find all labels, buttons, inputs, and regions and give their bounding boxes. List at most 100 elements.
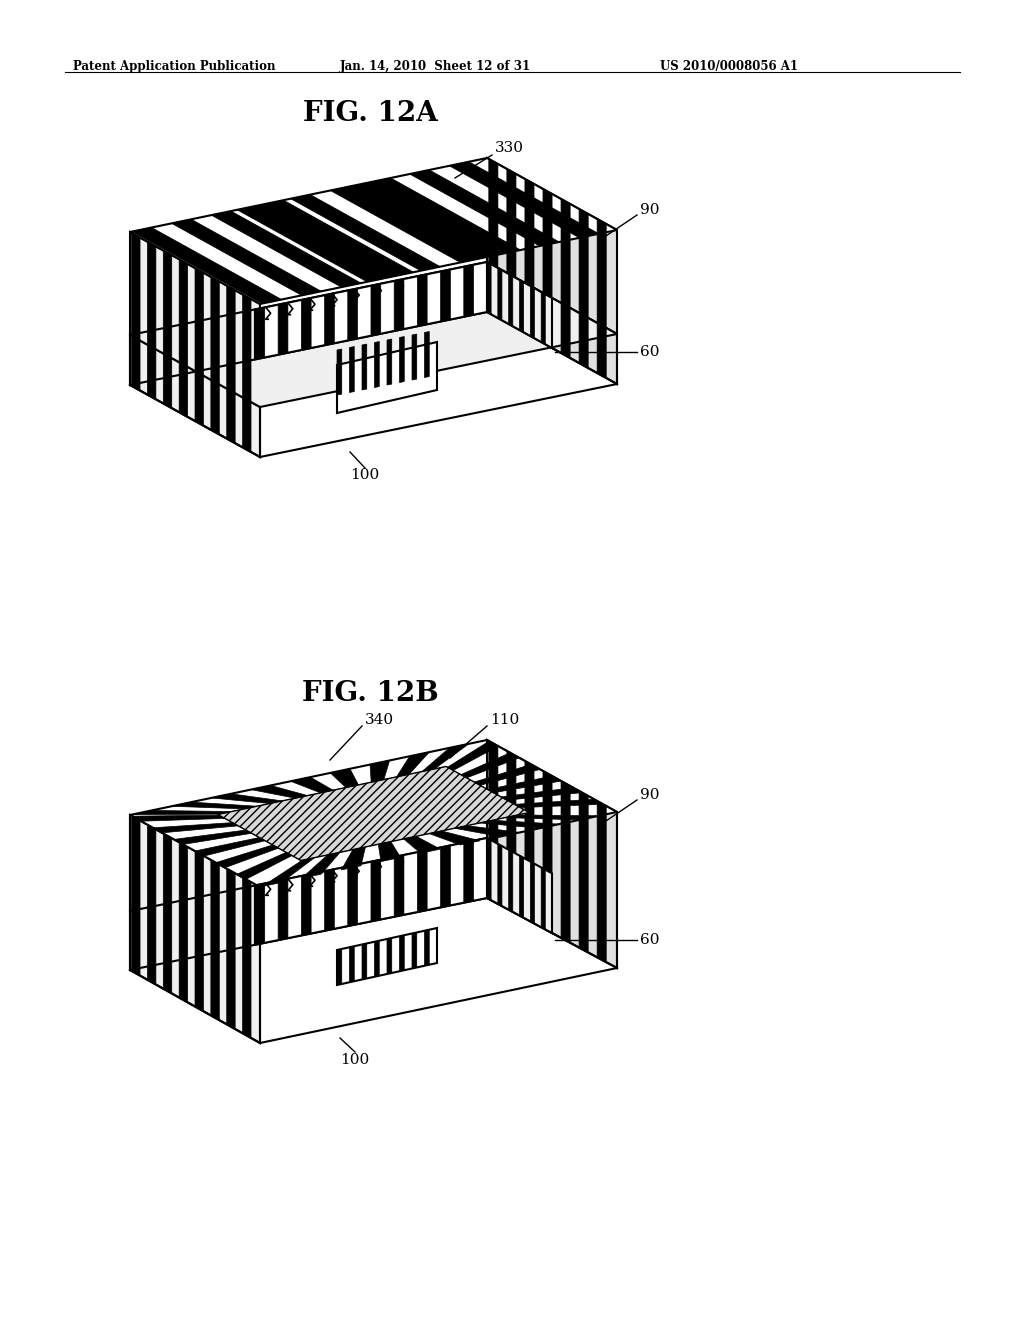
Polygon shape <box>331 186 480 263</box>
Polygon shape <box>498 268 502 321</box>
Polygon shape <box>580 791 588 953</box>
Polygon shape <box>291 194 440 271</box>
Polygon shape <box>362 345 367 389</box>
Polygon shape <box>487 838 552 933</box>
Polygon shape <box>238 201 414 281</box>
Polygon shape <box>132 227 282 304</box>
Polygon shape <box>487 776 561 793</box>
Polygon shape <box>179 842 187 1002</box>
Text: FIG. 12A: FIG. 12A <box>302 100 437 127</box>
Polygon shape <box>147 825 156 985</box>
Polygon shape <box>216 845 279 867</box>
Polygon shape <box>387 939 392 974</box>
Polygon shape <box>243 294 251 451</box>
Polygon shape <box>163 251 172 408</box>
Polygon shape <box>425 929 429 966</box>
Polygon shape <box>279 302 288 355</box>
Text: 330: 330 <box>495 141 524 154</box>
Polygon shape <box>348 865 357 927</box>
Polygon shape <box>487 838 492 900</box>
Polygon shape <box>172 219 322 296</box>
Polygon shape <box>325 293 334 346</box>
Polygon shape <box>130 158 617 304</box>
Polygon shape <box>525 762 535 923</box>
Polygon shape <box>163 833 172 994</box>
Polygon shape <box>403 837 440 853</box>
Polygon shape <box>399 935 404 972</box>
Polygon shape <box>337 348 342 395</box>
Polygon shape <box>447 741 499 771</box>
Polygon shape <box>487 158 617 334</box>
Polygon shape <box>251 785 307 799</box>
Polygon shape <box>130 261 617 407</box>
Polygon shape <box>370 178 519 255</box>
Polygon shape <box>541 867 546 929</box>
Text: 100: 100 <box>350 469 380 482</box>
Polygon shape <box>487 261 617 384</box>
Polygon shape <box>349 946 354 982</box>
Polygon shape <box>425 331 429 378</box>
Polygon shape <box>331 768 358 788</box>
Polygon shape <box>132 810 231 814</box>
Polygon shape <box>255 261 487 359</box>
Polygon shape <box>301 298 311 350</box>
Polygon shape <box>195 268 204 425</box>
Text: Jan. 14, 2010  Sheet 12 of 31: Jan. 14, 2010 Sheet 12 of 31 <box>340 59 531 73</box>
Polygon shape <box>488 741 498 904</box>
Polygon shape <box>429 832 480 845</box>
Polygon shape <box>130 741 617 887</box>
Polygon shape <box>337 342 437 413</box>
Polygon shape <box>211 211 360 288</box>
Polygon shape <box>450 162 599 238</box>
Polygon shape <box>302 853 340 878</box>
Polygon shape <box>507 169 516 329</box>
Polygon shape <box>341 847 366 870</box>
Polygon shape <box>519 855 523 917</box>
Polygon shape <box>255 883 264 945</box>
Polygon shape <box>132 816 140 975</box>
Polygon shape <box>344 178 520 260</box>
Polygon shape <box>130 232 260 407</box>
Polygon shape <box>371 859 381 921</box>
Polygon shape <box>291 777 333 793</box>
Polygon shape <box>530 862 535 924</box>
Polygon shape <box>422 743 469 771</box>
Polygon shape <box>362 944 367 979</box>
Polygon shape <box>487 741 617 968</box>
Polygon shape <box>464 265 473 317</box>
Polygon shape <box>597 801 606 962</box>
Polygon shape <box>348 289 357 341</box>
Text: 90: 90 <box>640 203 659 216</box>
Polygon shape <box>130 335 260 457</box>
Polygon shape <box>279 879 288 940</box>
Polygon shape <box>543 189 552 348</box>
Polygon shape <box>132 816 225 821</box>
Text: 340: 340 <box>365 713 394 727</box>
Polygon shape <box>530 286 535 338</box>
Polygon shape <box>211 277 219 434</box>
Text: 100: 100 <box>340 1053 370 1067</box>
Polygon shape <box>412 932 417 969</box>
Polygon shape <box>399 337 404 383</box>
Polygon shape <box>509 850 513 912</box>
Polygon shape <box>561 199 570 358</box>
Text: 110: 110 <box>490 713 519 727</box>
Polygon shape <box>226 285 236 444</box>
Polygon shape <box>370 760 389 783</box>
Polygon shape <box>561 781 570 942</box>
Polygon shape <box>501 788 582 800</box>
Polygon shape <box>378 842 400 862</box>
Polygon shape <box>226 869 236 1030</box>
Polygon shape <box>474 764 540 785</box>
Text: 60: 60 <box>640 345 659 359</box>
Text: FIG. 12B: FIG. 12B <box>302 680 438 708</box>
Polygon shape <box>418 850 427 912</box>
Polygon shape <box>480 820 559 828</box>
Polygon shape <box>147 242 156 400</box>
Polygon shape <box>237 853 292 879</box>
Polygon shape <box>174 830 252 845</box>
Polygon shape <box>153 822 239 833</box>
Polygon shape <box>597 219 606 378</box>
Polygon shape <box>371 284 381 335</box>
Polygon shape <box>394 855 403 916</box>
